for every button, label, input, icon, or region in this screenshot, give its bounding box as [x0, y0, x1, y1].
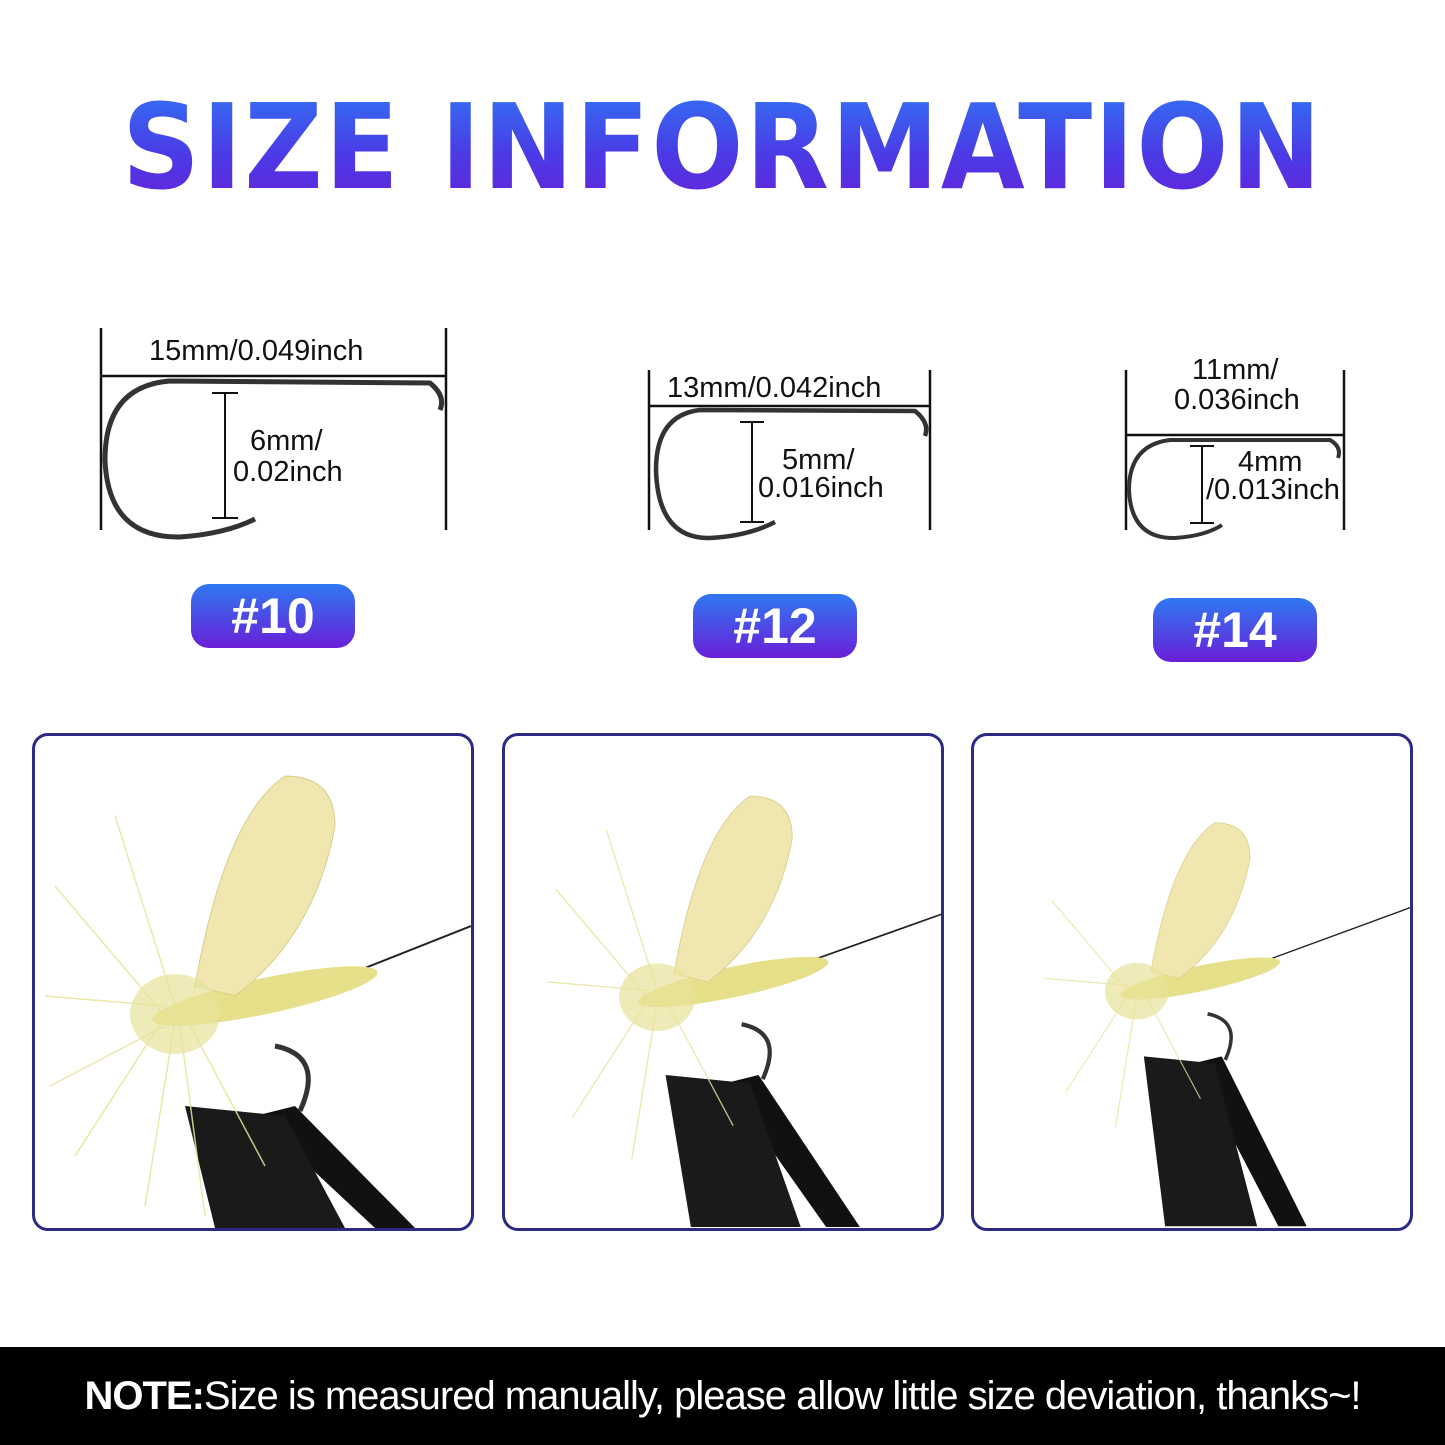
hook-12-icon [653, 407, 929, 541]
hook-12-diagram [647, 370, 932, 541]
size-badge-14: #14 [1153, 598, 1317, 662]
size-badge-10: #10 [191, 584, 355, 648]
hook-14-gap-label-1: 4mm [1238, 446, 1303, 478]
hook-10-length-label: 15mm/0.049inch [149, 335, 364, 367]
fly-image [44, 775, 471, 1228]
hook-10-gap-label-1: 6mm/ [250, 425, 323, 457]
hook-10-gap-label-2: 0.02inch [233, 456, 343, 488]
page-title: SIZE INFORMATION [58, 78, 1387, 216]
mayfly-icon [44, 775, 471, 1228]
fly-photo-10 [32, 733, 474, 1231]
hook-14-length-label-2: 0.036inch [1174, 384, 1300, 416]
hook-14-icon [1126, 438, 1341, 541]
hook-14-diagram [1124, 370, 1346, 541]
hook-12-gap-label-1: 5mm/ [782, 444, 855, 476]
note-label: NOTE: [84, 1374, 204, 1418]
fly-image [1044, 822, 1410, 1227]
hook-14-length-label-1: 11mm/ [1192, 354, 1279, 386]
hook-12-length-label: 13mm/0.042inch [667, 372, 882, 404]
hook-10-diagram [99, 328, 448, 540]
fly-photo-12 [502, 733, 944, 1231]
hook-10-icon [102, 378, 445, 540]
fly-photo-14 [971, 733, 1413, 1231]
note-text: Size is measured manually, please allow … [203, 1374, 1362, 1418]
hook-12-gap-label-2: 0.016inch [758, 472, 884, 504]
hook-14-gap-label-2: /0.013inch [1206, 474, 1340, 506]
note-bar: NOTE:Size is measured manually, please a… [0, 1347, 1445, 1445]
fly-image [547, 795, 941, 1228]
size-badge-12: #12 [693, 594, 857, 658]
